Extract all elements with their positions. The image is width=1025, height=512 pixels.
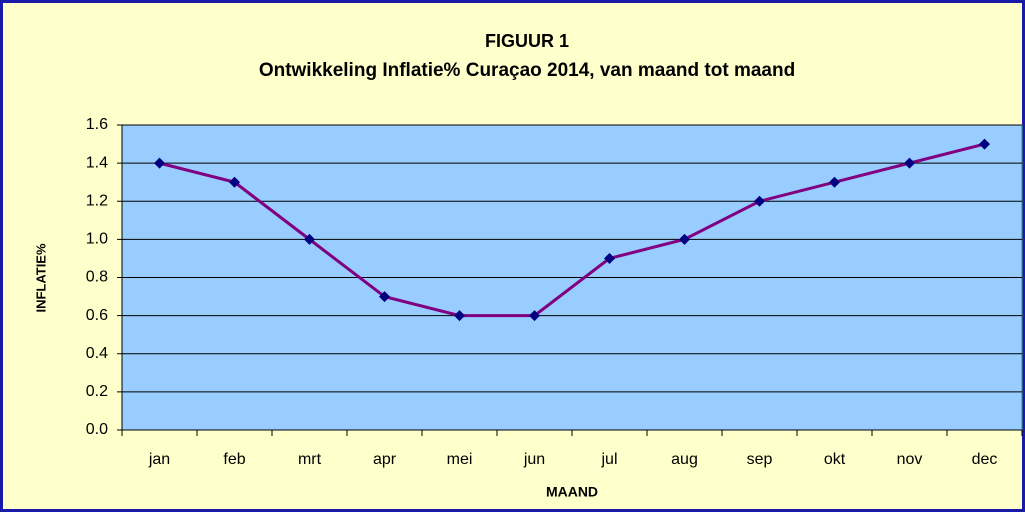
x-tick-label: jul	[600, 451, 617, 468]
marker	[229, 176, 240, 188]
y-tick-label: 1.0	[86, 231, 108, 248]
y-axis-label: INFLATIE%	[33, 243, 48, 313]
x-tick-label: apr	[373, 451, 397, 468]
chart-subtitle: Ontwikkeling Inflatie% Curaçao 2014, van…	[259, 60, 795, 81]
y-tick-label: 1.2	[86, 192, 108, 209]
x-tick-label: feb	[223, 451, 245, 468]
x-tick-label: aug	[671, 451, 698, 468]
marker	[754, 195, 765, 207]
x-tick-label: mrt	[298, 451, 322, 468]
marker	[304, 233, 315, 245]
marker	[604, 252, 615, 264]
x-tick-label: jun	[523, 451, 545, 468]
y-tick-label: 0.6	[86, 307, 108, 324]
marker	[379, 291, 390, 303]
y-tick-label: 1.6	[86, 116, 108, 133]
x-axis-label: MAAND	[546, 484, 598, 500]
marker	[979, 138, 990, 150]
y-tick-label: 1.4	[86, 154, 108, 171]
marker	[154, 157, 165, 169]
x-tick-label: jan	[148, 451, 170, 468]
x-tick-label: nov	[897, 451, 923, 468]
marker	[829, 176, 840, 188]
y-tick-label: 0.2	[86, 383, 108, 400]
marker	[904, 157, 915, 169]
marker	[454, 310, 465, 322]
y-tick-label: 0.4	[86, 345, 108, 362]
x-tick-label: okt	[824, 451, 846, 468]
x-tick-label: sep	[747, 451, 773, 468]
y-tick-label: 0.8	[86, 269, 108, 286]
y-tick-label: 0.0	[86, 421, 108, 438]
marker	[679, 233, 690, 245]
x-tick-label: mei	[447, 451, 473, 468]
marker	[529, 310, 540, 322]
chart-title: FIGUUR 1	[485, 31, 569, 51]
x-tick-label: dec	[972, 451, 998, 468]
line	[159, 142, 985, 318]
